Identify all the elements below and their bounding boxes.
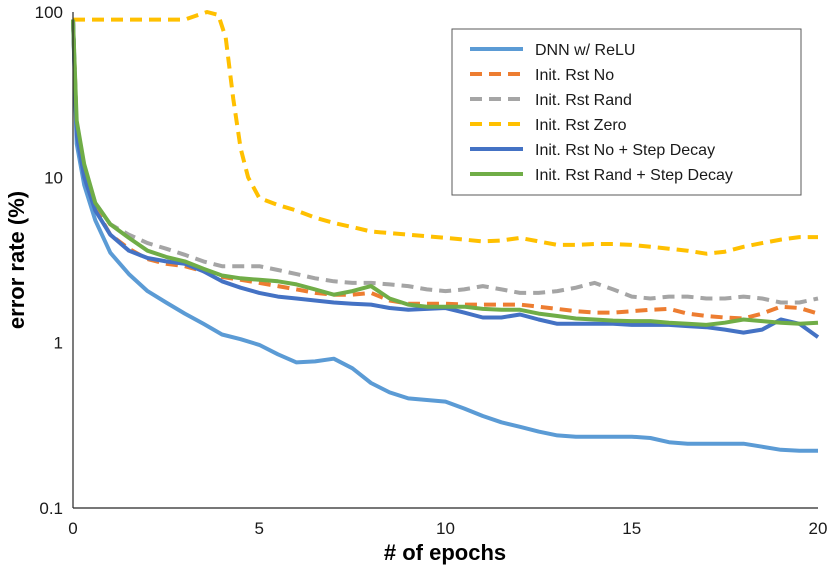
y-tick-label: 100 bbox=[35, 3, 63, 22]
legend: DNN w/ ReLU Init. Rst No Init. Rst Rand Ini… bbox=[451, 28, 802, 196]
legend-label: Init. Rst No bbox=[535, 67, 614, 84]
legend-label: Init. Rst Rand + Step Decay bbox=[535, 167, 733, 184]
axes bbox=[72, 12, 818, 509]
series-line-1 bbox=[71, 19, 818, 453]
x-axis-title: # of epochs bbox=[384, 540, 506, 565]
legend-label: Init. Rst No + Step Decay bbox=[535, 142, 715, 159]
series-line-5 bbox=[71, 19, 820, 339]
series-line-3 bbox=[71, 19, 819, 305]
legend-label: Init. Rst Zero bbox=[535, 117, 627, 134]
x-tick-label: 15 bbox=[622, 519, 641, 538]
x-tick-label: 20 bbox=[809, 519, 828, 538]
x-tick-label: 5 bbox=[255, 519, 264, 538]
x-tick-label: 10 bbox=[436, 519, 455, 538]
legend-label: DNN w/ ReLU bbox=[535, 42, 635, 59]
y-tick-label: 0.1 bbox=[39, 499, 63, 518]
y-tick-label: 10 bbox=[44, 168, 63, 187]
x-tick-label: 0 bbox=[68, 519, 77, 538]
y-tick-label: 1 bbox=[54, 334, 63, 353]
series-line-4 bbox=[73, 10, 818, 256]
series-line-2 bbox=[71, 19, 819, 321]
y-axis-title: error rate (%) bbox=[4, 191, 29, 329]
tick-labels: 0 5 10 15 20 0.1 1 10 100 bbox=[35, 3, 828, 538]
series-lines bbox=[71, 10, 820, 453]
legend-label: Init. Rst Rand bbox=[535, 92, 632, 109]
series-line-6 bbox=[71, 19, 819, 327]
legend-box bbox=[451, 28, 802, 196]
